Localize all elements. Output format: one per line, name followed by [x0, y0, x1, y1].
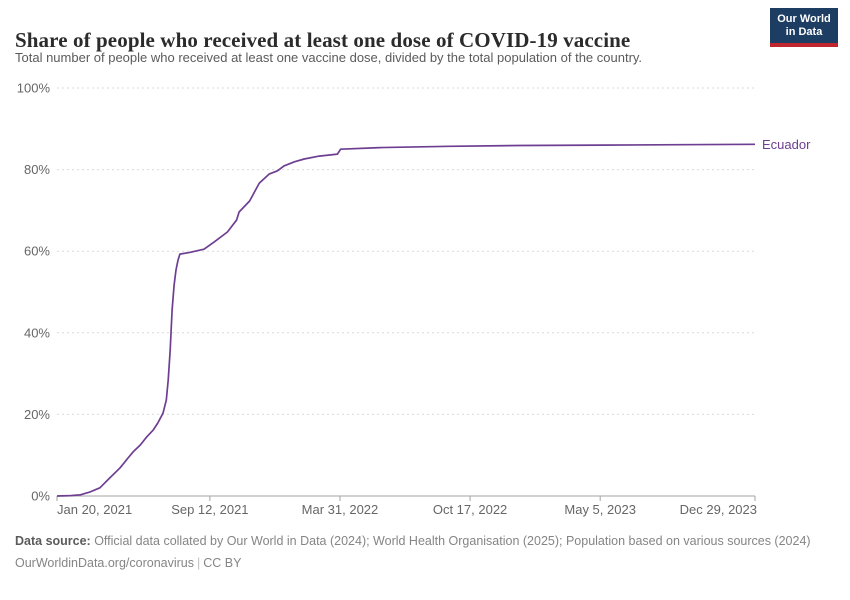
chart-subtitle: Total number of people who received at l… [15, 50, 643, 65]
license-label: CC BY [203, 555, 242, 570]
x-axis-label: Sep 12, 2021 [171, 502, 248, 517]
ecuador-line[interactable] [56, 143, 756, 497]
y-axis-label-100: 100% [17, 81, 51, 96]
x-axis-label: Oct 17, 2022 [433, 502, 507, 517]
data-source-text: Official data collated by Our World in D… [90, 534, 811, 548]
y-axis-label-0: 0% [31, 489, 50, 504]
series-label-ecuador[interactable]: Ecuador [762, 137, 811, 152]
y-axis-label-80: 80% [24, 162, 50, 177]
data-source-line: Data source: Official data collated by O… [15, 533, 815, 551]
x-axis-label: Mar 31, 2022 [302, 502, 379, 517]
owid-logo-line1: Our World [777, 12, 831, 25]
owid-logo-line2: in Data [785, 25, 823, 38]
footer-separator: | [197, 555, 201, 570]
x-axis-label: May 5, 2023 [564, 502, 636, 517]
y-axis-label-40: 40% [24, 325, 50, 340]
owid-logo[interactable]: Our World in Data [770, 8, 838, 47]
x-axis-label: Jan 20, 2021 [57, 502, 132, 517]
owid-link[interactable]: OurWorldinData.org/coronavirus [15, 555, 195, 570]
y-axis-label-20: 20% [24, 407, 50, 422]
data-source-label: Data source: [15, 534, 91, 548]
x-axis-label: Dec 29, 2023 [680, 502, 757, 517]
license-line: OurWorldinData.org/coronavirus | CC BY [15, 555, 815, 573]
page-title: Share of people who received at least on… [15, 28, 631, 53]
y-axis-label-60: 60% [24, 244, 50, 259]
chart-footer: Data source: Official data collated by O… [15, 533, 815, 572]
